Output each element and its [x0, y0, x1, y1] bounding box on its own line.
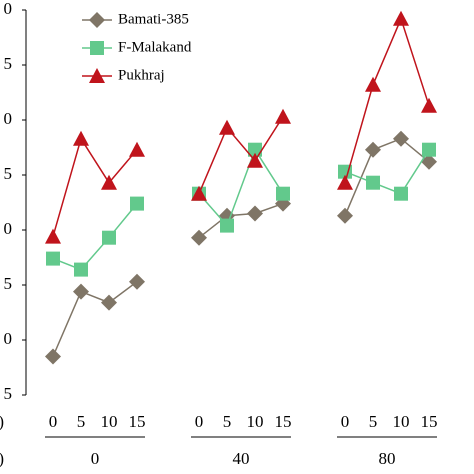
side-label: ) [0, 449, 4, 468]
x-tick-label: 5 [77, 412, 86, 431]
series-line [344, 16, 430, 183]
marker [46, 251, 60, 266]
legend-label: Bamati-385 [118, 11, 189, 27]
marker [365, 76, 381, 92]
y-tick-label: 5 [4, 274, 13, 293]
marker [102, 230, 116, 245]
marker [393, 130, 409, 147]
marker [45, 228, 61, 244]
legend-label: Pukhraj [118, 67, 165, 83]
marker [337, 174, 353, 190]
marker [366, 175, 380, 190]
x-tick-label: 10 [101, 412, 118, 431]
y-tick-label: 0 [4, 0, 13, 18]
x-tick-label: 0 [49, 412, 58, 431]
marker [129, 273, 145, 290]
marker [220, 218, 234, 233]
y-tick-label: 5 [4, 54, 13, 73]
series-line [198, 202, 284, 239]
y-tick-label: 0 [4, 109, 13, 128]
x-tick-label: 10 [393, 412, 410, 431]
side-label: ) [0, 412, 4, 431]
series-line [344, 149, 430, 195]
series-line [344, 137, 430, 216]
y-tick-label: 5 [4, 164, 13, 183]
marker [275, 108, 291, 124]
marker [89, 68, 105, 83]
legend-label: F-Malakand [118, 39, 192, 55]
marker [73, 283, 89, 300]
marker [393, 10, 409, 26]
x-tick-label: 15 [421, 412, 438, 431]
x-tick-label: 0 [341, 412, 350, 431]
marker [74, 262, 88, 277]
marker [248, 142, 262, 157]
marker [422, 142, 436, 157]
marker [90, 41, 104, 55]
x-tick-label: 15 [275, 412, 292, 431]
marker [337, 207, 353, 224]
x-tick-label: 5 [223, 412, 232, 431]
marker [101, 174, 117, 190]
marker [101, 294, 117, 311]
marker [89, 12, 105, 28]
marker [45, 348, 61, 365]
x-tick-label: 5 [369, 412, 378, 431]
marker [73, 130, 89, 146]
series-line [52, 203, 138, 271]
y-tick-label: 0 [4, 219, 13, 238]
series-line [52, 281, 138, 357]
marker [191, 229, 207, 246]
group-label: 40 [233, 449, 250, 468]
marker [421, 153, 437, 170]
group-label: 80 [379, 449, 396, 468]
marker [247, 205, 263, 222]
marker [365, 141, 381, 158]
group-label: 0 [91, 449, 100, 468]
x-tick-label: 15 [129, 412, 146, 431]
series-line [198, 116, 284, 194]
series-line [198, 148, 284, 228]
marker [191, 185, 207, 201]
marker [130, 196, 144, 211]
marker [394, 186, 408, 201]
marker [421, 97, 437, 113]
marker [247, 152, 263, 168]
y-tick-label: 0 [4, 329, 13, 348]
x-tick-label: 10 [247, 412, 264, 431]
marker [276, 186, 290, 201]
marker [129, 141, 145, 157]
y-tick-label: 5 [4, 384, 13, 403]
x-tick-label: 0 [195, 412, 204, 431]
marker [219, 119, 235, 135]
series-line [52, 136, 138, 237]
